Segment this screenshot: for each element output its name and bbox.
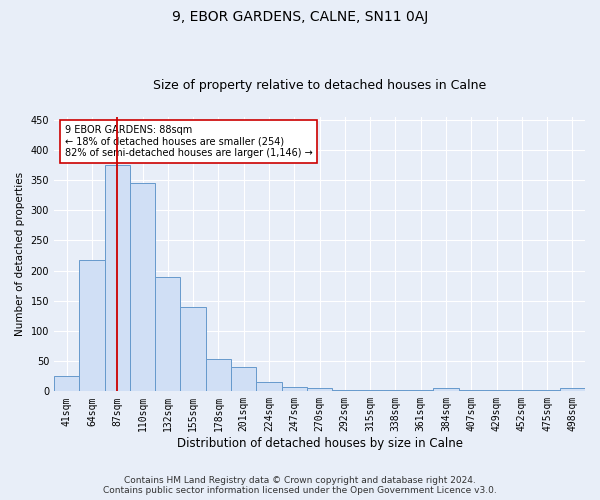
Bar (155, 276, 181, 392)
Bar (206, 360, 231, 392)
Bar (509, 390, 535, 392)
Bar (358, 390, 383, 392)
Bar (332, 390, 358, 392)
Bar (458, 390, 484, 392)
Bar (130, 183, 155, 392)
Bar (231, 367, 256, 392)
Bar (433, 388, 458, 392)
Bar (484, 390, 509, 392)
Bar (181, 307, 206, 392)
Text: Contains HM Land Registry data © Crown copyright and database right 2024.
Contai: Contains HM Land Registry data © Crown c… (103, 476, 497, 495)
Text: 9 EBOR GARDENS: 88sqm
← 18% of detached houses are smaller (254)
82% of semi-det: 9 EBOR GARDENS: 88sqm ← 18% of detached … (65, 125, 313, 158)
Bar (281, 386, 307, 392)
Bar (104, 165, 130, 392)
Text: 9, EBOR GARDENS, CALNE, SN11 0AJ: 9, EBOR GARDENS, CALNE, SN11 0AJ (172, 10, 428, 24)
Bar (560, 388, 585, 392)
Y-axis label: Number of detached properties: Number of detached properties (15, 172, 25, 336)
Bar (54, 376, 79, 392)
Bar (383, 390, 408, 392)
X-axis label: Distribution of detached houses by size in Calne: Distribution of detached houses by size … (176, 437, 463, 450)
Bar (79, 260, 104, 392)
Bar (408, 390, 433, 392)
Title: Size of property relative to detached houses in Calne: Size of property relative to detached ho… (153, 79, 486, 92)
Bar (535, 390, 560, 392)
Bar (256, 382, 281, 392)
Bar (307, 388, 332, 392)
